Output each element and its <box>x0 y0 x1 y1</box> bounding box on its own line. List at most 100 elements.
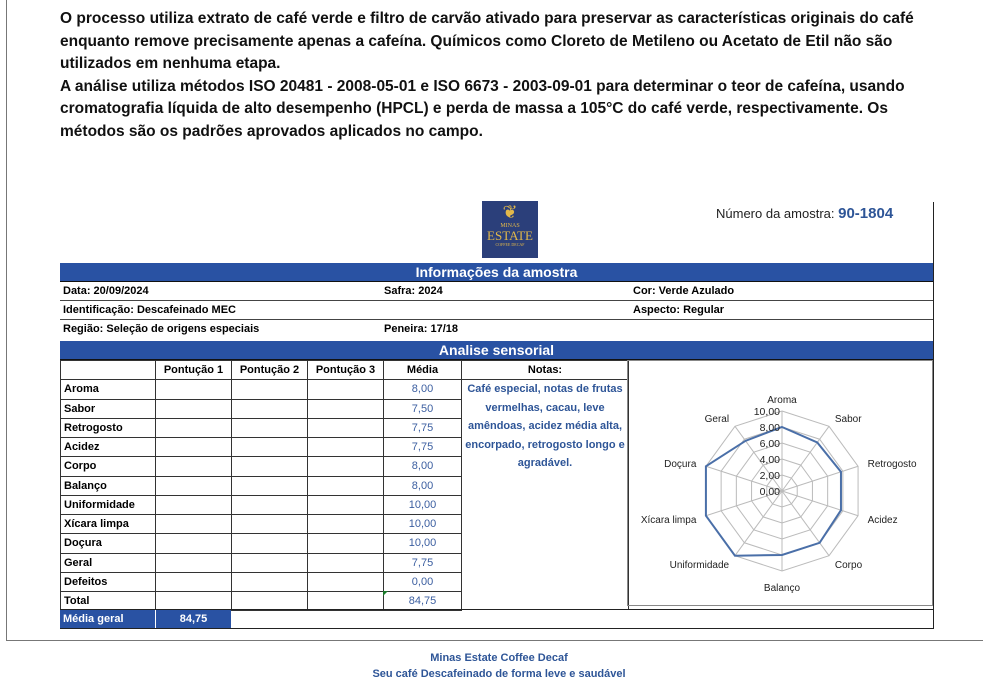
table-row: Uniformidade 10,00 <box>60 494 462 516</box>
cell-marker <box>383 591 388 596</box>
radar-category-label: Aroma <box>767 395 797 406</box>
attribute-label: Aroma <box>60 379 156 400</box>
intro-paragraph-1: O processo utiliza extrato de café verde… <box>60 10 914 72</box>
attribute-label: Defeitos <box>60 571 156 593</box>
table-row: Corpo 8,00 <box>60 456 462 477</box>
average-cell: 10,00 <box>383 513 462 535</box>
info-row-2: Identificação: Descafeinado MEC Aspecto:… <box>60 301 933 320</box>
column-header: Pontução 1 <box>155 359 232 381</box>
region-field: Região: Seleção de origens especiais <box>63 323 260 335</box>
score-2-cell[interactable] <box>231 417 308 439</box>
score-3-cell[interactable] <box>307 552 384 573</box>
sensorial-section-title: Analise sensorial <box>60 341 933 360</box>
table-row: Aroma 8,00 <box>60 379 462 400</box>
score-1-cell[interactable] <box>155 513 232 535</box>
attribute-label: Retrogosto <box>60 417 156 439</box>
radar-series-line <box>704 425 842 557</box>
attribute-label: Balanço <box>60 475 156 496</box>
notes-box: Notas: Café especial, notas de frutas ve… <box>461 360 629 609</box>
radar-category-label: Xícara limpa <box>641 515 697 526</box>
score-1-cell[interactable] <box>155 379 232 400</box>
score-2-cell[interactable] <box>231 533 308 554</box>
average-cell: 8,00 <box>383 379 462 400</box>
score-3-cell[interactable] <box>307 417 384 439</box>
identification-field: Identificação: Descafeinado MEC <box>63 304 236 316</box>
table-row: Defeitos 0,00 <box>60 571 462 593</box>
minas-estate-logo: ❦ MINAS ESTATE COFFEE DECAF <box>482 201 538 258</box>
score-2-cell[interactable] <box>231 513 308 535</box>
score-3-cell[interactable] <box>307 379 384 400</box>
attribute-label: Doçura <box>60 533 156 554</box>
attribute-label: Sabor <box>60 398 156 419</box>
score-1-cell[interactable] <box>155 571 232 593</box>
average-cell: 7,75 <box>383 552 462 573</box>
score-2-cell[interactable] <box>231 571 308 593</box>
sieve-field: Peneira: 17/18 <box>384 323 458 335</box>
score-3-cell[interactable] <box>307 571 384 593</box>
radar-tick-label: 0,00 <box>760 486 781 498</box>
score-2-cell[interactable] <box>231 590 308 612</box>
average-cell: 10,00 <box>383 494 462 516</box>
column-header: Pontução 3 <box>307 359 384 381</box>
score-1-cell[interactable] <box>155 417 232 439</box>
score-3-cell[interactable] <box>307 456 384 477</box>
average-cell: 8,00 <box>383 456 462 477</box>
radar-axis-line <box>781 490 830 557</box>
column-header: Média <box>383 359 462 381</box>
score-3-cell[interactable] <box>307 513 384 535</box>
radar-tick-label: 2,00 <box>760 470 781 482</box>
score-2-cell[interactable] <box>231 379 308 400</box>
radar-category-label: Retrogosto <box>868 459 917 470</box>
average-cell: 7,75 <box>383 417 462 439</box>
notes-title: Notas: <box>462 361 628 380</box>
score-1-cell[interactable] <box>155 398 232 419</box>
overall-average-label: Média geral <box>60 610 155 628</box>
table-row: Balanço 8,00 <box>60 475 462 496</box>
table-row: Xícara limpa 10,00 <box>60 513 462 535</box>
average-cell: 7,50 <box>383 398 462 419</box>
column-header: Pontução 2 <box>231 359 308 381</box>
radar-category-label: Geral <box>705 414 729 425</box>
score-2-cell[interactable] <box>231 436 308 458</box>
score-3-cell[interactable] <box>307 475 384 496</box>
radar-tick-label: 6,00 <box>760 438 781 450</box>
score-3-cell[interactable] <box>307 533 384 554</box>
radar-axis-line <box>781 425 830 492</box>
radar-category-label: Doçura <box>664 459 697 470</box>
intro-paragraph-2: A análise utiliza métodos ISO 20481 - 20… <box>60 77 905 140</box>
radar-axis-line <box>781 490 859 517</box>
attribute-label: Geral <box>60 552 156 573</box>
coffee-leaf-icon: ❦ <box>502 202 518 222</box>
score-1-cell[interactable] <box>155 494 232 516</box>
table-header-row: Pontução 1 Pontução 2 Pontução 3 Média <box>60 359 462 381</box>
score-2-cell[interactable] <box>231 552 308 573</box>
score-1-cell[interactable] <box>155 475 232 496</box>
aspect-field: Aspecto: Regular <box>633 304 725 316</box>
score-1-cell[interactable] <box>155 590 232 612</box>
sensorial-table: Pontução 1 Pontução 2 Pontução 3 Média Aroma… <box>60 359 462 612</box>
score-3-cell[interactable] <box>307 590 384 612</box>
sample-number: Número da amostra: 90-1804 <box>716 205 894 222</box>
score-2-cell[interactable] <box>231 398 308 419</box>
radar-category-label: Sabor <box>835 414 862 425</box>
score-1-cell[interactable] <box>155 456 232 477</box>
score-3-cell[interactable] <box>307 398 384 419</box>
average-cell: 84,75 <box>383 590 462 612</box>
score-3-cell[interactable] <box>307 436 384 458</box>
score-3-cell[interactable] <box>307 494 384 516</box>
score-2-cell[interactable] <box>231 475 308 496</box>
score-2-cell[interactable] <box>231 456 308 477</box>
intro-text: O processo utiliza extrato de café verde… <box>60 8 945 143</box>
overall-average-value: 84,75 <box>155 610 231 628</box>
score-2-cell[interactable] <box>231 494 308 516</box>
radar-axis-line <box>734 425 783 492</box>
score-1-cell[interactable] <box>155 533 232 554</box>
score-1-cell[interactable] <box>155 436 232 458</box>
table-row: Sabor 7,50 <box>60 398 462 419</box>
radar-category-label: Uniformidade <box>670 560 730 571</box>
average-cell: 10,00 <box>383 533 462 554</box>
footer-tagline: Seu café Descafeinado de forma leve e sa… <box>372 668 626 680</box>
score-1-cell[interactable] <box>155 552 232 573</box>
radar-tick-label: 10,00 <box>754 406 780 418</box>
